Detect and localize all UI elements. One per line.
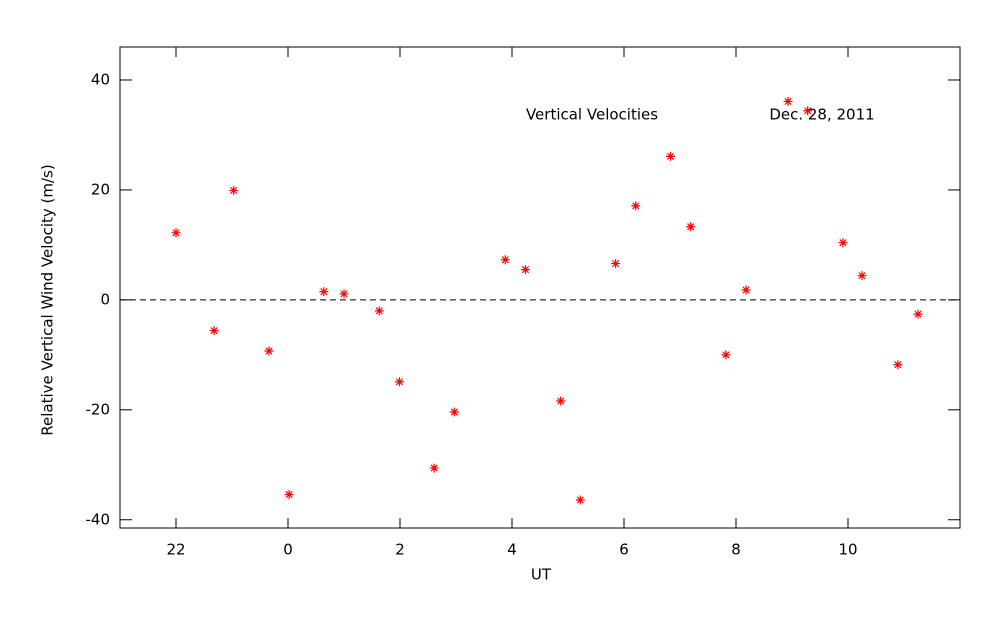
x-tick-label: 4 [507, 541, 517, 559]
data-point [893, 360, 903, 370]
data-point [686, 222, 696, 232]
data-point [575, 495, 585, 505]
x-tick-label: 22 [166, 541, 185, 559]
data-point [284, 489, 294, 499]
y-tick-label: -20 [86, 400, 111, 418]
data-point [611, 259, 621, 269]
data-point [631, 201, 641, 211]
data-point [264, 346, 274, 356]
data-point [339, 289, 349, 299]
data-point [429, 463, 439, 473]
annotation: Vertical Velocities [526, 106, 658, 124]
x-axis-label: UT [531, 566, 552, 584]
data-point [319, 287, 329, 297]
data-point [520, 265, 530, 275]
data-point [374, 306, 384, 316]
data-point [857, 271, 867, 281]
y-tick-label: 40 [91, 70, 110, 88]
data-point [803, 106, 813, 116]
plot-frame [119, 46, 961, 529]
data-point [838, 238, 848, 248]
x-tick-label: 10 [838, 541, 857, 559]
y-axis-label: Relative Vertical Wind Velocity (m/s) [39, 164, 57, 435]
x-tick-label: 2 [395, 541, 405, 559]
data-point [556, 396, 566, 406]
x-tick-label: 6 [619, 541, 629, 559]
data-point [913, 309, 923, 319]
data-point [449, 407, 459, 417]
x-tick-label: 8 [731, 541, 741, 559]
data-point [721, 350, 731, 360]
y-tick-label: 20 [91, 180, 110, 198]
data-point [665, 151, 675, 161]
y-tick-label: -40 [86, 510, 111, 528]
data-point [500, 255, 510, 265]
y-tick-label: 0 [100, 290, 110, 308]
data-point [171, 228, 181, 238]
data-point [741, 285, 751, 295]
data-point [783, 96, 793, 106]
annotation: Dec. 28, 2011 [769, 106, 874, 124]
data-point [209, 326, 219, 336]
data-point [394, 377, 404, 387]
x-tick-label: 0 [283, 541, 293, 559]
data-point [229, 185, 239, 195]
